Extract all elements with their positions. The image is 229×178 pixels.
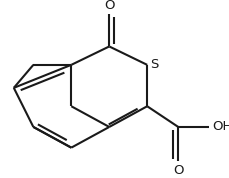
Text: OH: OH: [211, 121, 229, 134]
Text: O: O: [104, 0, 114, 12]
Text: S: S: [149, 58, 158, 71]
Text: O: O: [172, 164, 183, 177]
